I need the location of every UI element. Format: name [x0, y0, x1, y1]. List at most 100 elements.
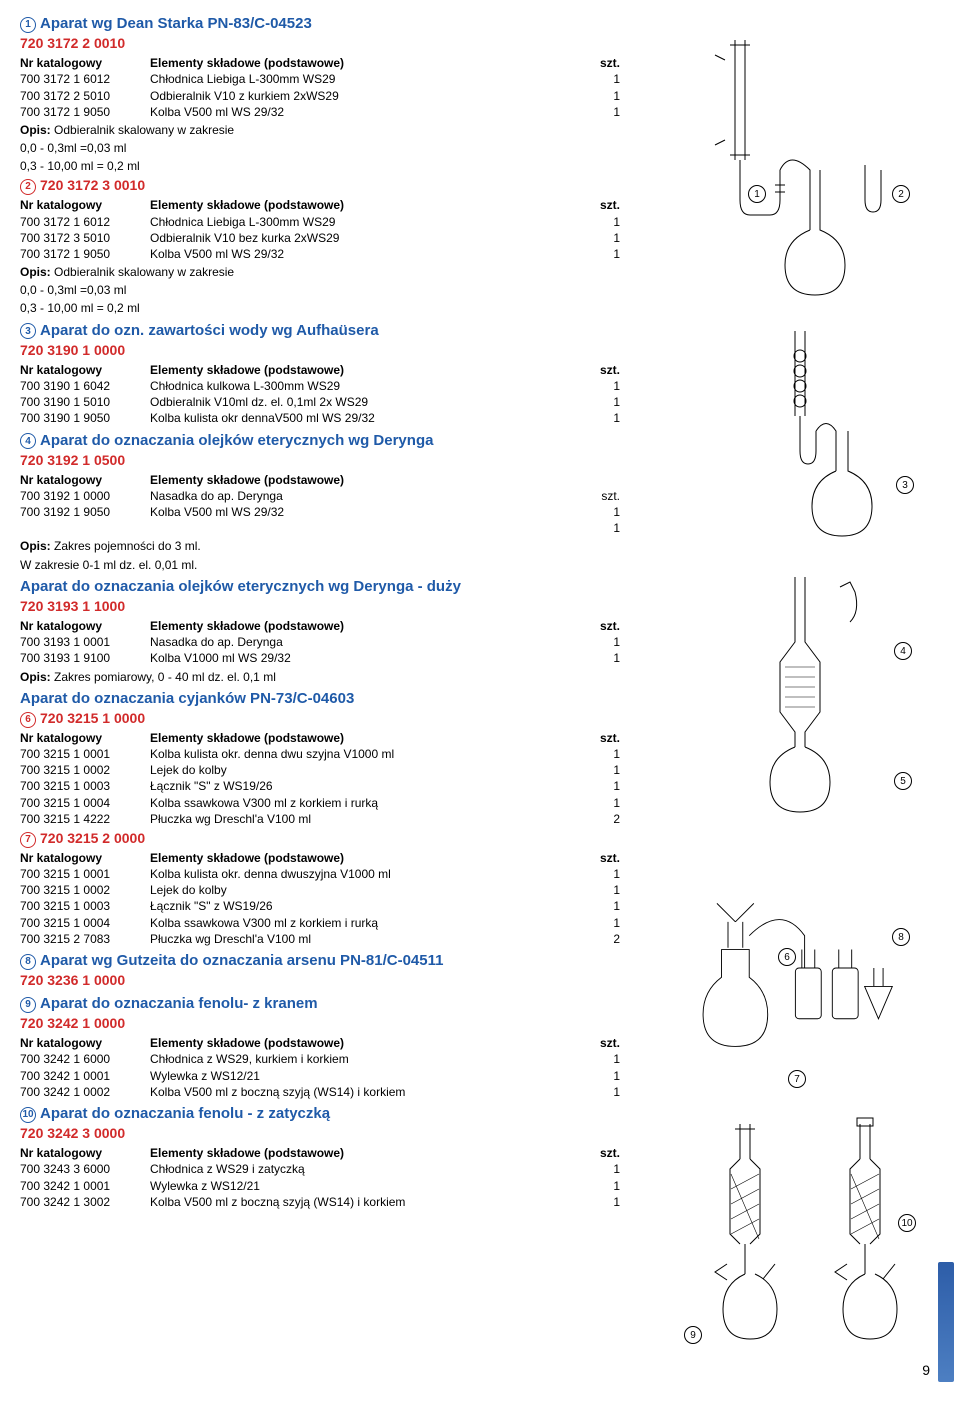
diagram-column: 1 2 3 4 5 [660, 10, 940, 1384]
table-row: 700 3215 1 0003Łącznik "S" z WS19/261 [20, 898, 620, 914]
table-row: 700 3215 1 0001Kolba kulista okr. denna … [20, 866, 620, 882]
section-number-badge: 1 [20, 17, 36, 33]
section-code: 6720 3215 1 0000 [20, 709, 660, 728]
section-number-badge: 4 [20, 433, 36, 449]
section-code: 720 3172 2 0010 [20, 34, 660, 53]
section-note: Opis: Odbieralnik skalowany w zakresie [20, 122, 660, 138]
component-table: Nr katalogowyElementy składowe (podstawo… [20, 730, 620, 827]
table-header: szt. [580, 850, 620, 866]
table-row: 700 3190 1 9050Kolba kulista okr dennaV5… [20, 410, 620, 426]
section-number-badge: 8 [20, 954, 36, 970]
table-header: Elementy składowe (podstawowe) [150, 362, 580, 378]
table-header: Nr katalogowy [20, 197, 150, 213]
section-title: 4Aparat do oznaczania olejków eterycznyc… [20, 431, 660, 451]
table-header: Nr katalogowy [20, 850, 150, 866]
table-header: szt. [580, 362, 620, 378]
catalog-content: 1Aparat wg Dean Starka PN-83/C-04523720 … [20, 10, 660, 1384]
component-table: Nr katalogowyElementy składowe (podstawo… [20, 472, 620, 537]
section-number-badge: 7 [20, 832, 36, 848]
section-number-badge: 10 [20, 1107, 36, 1123]
section-code: 720 3193 1 1000 [20, 597, 660, 616]
section-code: 2720 3172 3 0010 [20, 176, 660, 195]
table-header: Elementy składowe (podstawowe) [150, 1145, 580, 1161]
section-note: 0,0 - 0,3ml =0,03 ml [20, 282, 660, 298]
table-row: 700 3172 2 5010Odbieralnik V10 z kurkiem… [20, 88, 620, 104]
diagram-cyanide: 6 7 8 [680, 838, 920, 1098]
section-title: Aparat do oznaczania olejków eterycznych… [20, 577, 660, 597]
section-note: Opis: Zakres pomiarowy, 0 - 40 ml dz. el… [20, 669, 660, 685]
table-header: Nr katalogowy [20, 618, 150, 634]
table-header: Nr katalogowy [20, 1145, 150, 1161]
section-title: 10Aparat do oznaczania fenolu - z zatycz… [20, 1104, 660, 1124]
table-row: 700 3215 1 4222Płuczka wg Dreschl'a V100… [20, 811, 620, 827]
section-number-badge: 2 [20, 179, 36, 195]
table-row: 700 3192 1 0000Nasadka do ap. Deryngaszt… [20, 488, 620, 504]
table-row: 700 3193 1 9100Kolba V1000 ml WS 29/321 [20, 650, 620, 666]
section-code: 7720 3215 2 0000 [20, 829, 660, 848]
section-note: 0,3 - 10,00 ml = 0,2 ml [20, 158, 660, 174]
table-header: Elementy składowe (podstawowe) [150, 197, 580, 213]
table-header: Elementy składowe (podstawowe) [150, 472, 580, 488]
table-row: 700 3172 3 5010Odbieralnik V10 bez kurka… [20, 230, 620, 246]
diagram-dean-stark: 1 2 [680, 30, 920, 310]
diagram-aufhauser: 3 [680, 326, 920, 556]
table-header: Elementy składowe (podstawowe) [150, 1035, 580, 1051]
table-header: Nr katalogowy [20, 362, 150, 378]
table-row: 700 3243 3 6000Chłodnica z WS29 i zatycz… [20, 1161, 620, 1177]
table-header: Nr katalogowy [20, 472, 150, 488]
component-table: Nr katalogowyElementy składowe (podstawo… [20, 618, 620, 667]
side-tab [938, 1262, 954, 1382]
section-title: 1Aparat wg Dean Starka PN-83/C-04523 [20, 14, 660, 34]
component-table: Nr katalogowyElementy składowe (podstawo… [20, 197, 620, 262]
table-header: Elementy składowe (podstawowe) [150, 850, 580, 866]
table-row: 700 3190 1 6042Chłodnica kulkowa L-300mm… [20, 378, 620, 394]
table-header: szt. [580, 197, 620, 213]
table-row: 700 3242 1 6000Chłodnica z WS29, kurkiem… [20, 1051, 620, 1067]
component-table: Nr katalogowyElementy składowe (podstawo… [20, 55, 620, 120]
section-code: 720 3190 1 0000 [20, 341, 660, 360]
section-code: 720 3242 1 0000 [20, 1014, 660, 1033]
page-number: 9 [922, 1362, 930, 1378]
table-row: 700 3242 1 3002Kolba V500 ml z boczną sz… [20, 1194, 620, 1210]
table-row: 700 3193 1 0001Nasadka do ap. Derynga1 [20, 634, 620, 650]
section-number-badge: 6 [20, 712, 36, 728]
component-table: Nr katalogowyElementy składowe (podstawo… [20, 1035, 620, 1100]
section-title: Aparat do oznaczania cyjanków PN-73/C-04… [20, 689, 660, 709]
table-row: 700 3172 1 6012Chłodnica Liebiga L-300mm… [20, 71, 620, 87]
section-note: 0,3 - 10,00 ml = 0,2 ml [20, 300, 660, 316]
section-title: 8Aparat wg Gutzeita do oznaczania arsenu… [20, 951, 660, 971]
table-row: 700 3242 1 0001Wylewka z WS12/211 [20, 1068, 620, 1084]
section-code: 720 3192 1 0500 [20, 451, 660, 470]
section-number-badge: 9 [20, 997, 36, 1013]
table-row: 700 3172 1 9050Kolba V500 ml WS 29/321 [20, 246, 620, 262]
table-row: 700 3215 1 0004Kolba ssawkowa V300 ml z … [20, 915, 620, 931]
table-row: 700 3190 1 5010Odbieralnik V10ml dz. el.… [20, 394, 620, 410]
table-row: 700 3215 1 0001Kolba kulista okr. denna … [20, 746, 620, 762]
table-row: 700 3215 1 0002Lejek do kolby1 [20, 762, 620, 778]
table-header [580, 472, 620, 488]
diagram-phenol: 9 10 [680, 1114, 920, 1384]
table-header: Nr katalogowy [20, 55, 150, 71]
section-note: Opis: Zakres pojemności do 3 ml. [20, 538, 660, 554]
section-note: Opis: Odbieralnik skalowany w zakresie [20, 264, 660, 280]
table-header: Elementy składowe (podstawowe) [150, 55, 580, 71]
table-row: 700 3172 1 9050Kolba V500 ml WS 29/321 [20, 104, 620, 120]
table-header: Elementy składowe (podstawowe) [150, 618, 580, 634]
table-row: 700 3215 1 0003Łącznik "S" z WS19/261 [20, 778, 620, 794]
section-note: W zakresie 0-1 ml dz. el. 0,01 ml. [20, 557, 660, 573]
table-header: szt. [580, 1035, 620, 1051]
table-row: 700 3215 1 0004Kolba ssawkowa V300 ml z … [20, 795, 620, 811]
table-row: 1 [20, 520, 620, 536]
table-header: Nr katalogowy [20, 730, 150, 746]
table-header: szt. [580, 55, 620, 71]
section-code: 720 3242 3 0000 [20, 1124, 660, 1143]
section-title: 9Aparat do oznaczania fenolu- z kranem [20, 994, 660, 1014]
component-table: Nr katalogowyElementy składowe (podstawo… [20, 362, 620, 427]
table-row: 700 3192 1 9050Kolba V500 ml WS 29/321 [20, 504, 620, 520]
table-row: 700 3172 1 6012Chłodnica Liebiga L-300mm… [20, 214, 620, 230]
component-table: Nr katalogowyElementy składowe (podstawo… [20, 1145, 620, 1210]
table-header: szt. [580, 730, 620, 746]
table-row: 700 3242 1 0002Kolba V500 ml z boczną sz… [20, 1084, 620, 1100]
diagram-deryng: 4 5 [680, 572, 920, 822]
section-code: 720 3236 1 0000 [20, 971, 660, 990]
